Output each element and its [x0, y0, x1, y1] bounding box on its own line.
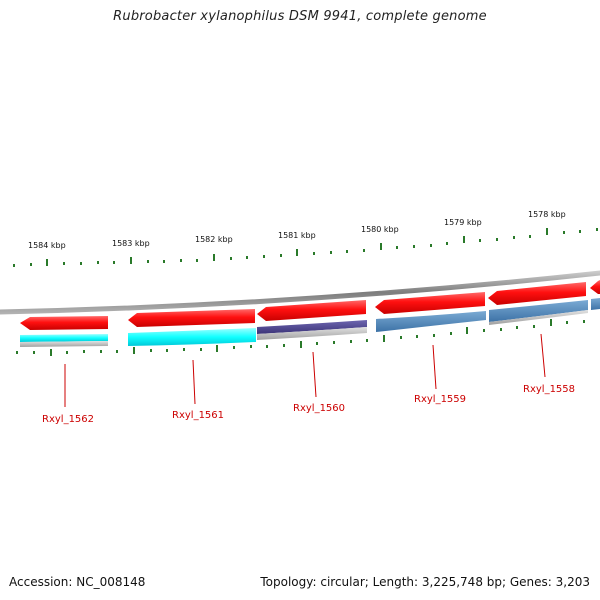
scale-labels: 1584 kbp 1583 kbp 1582 kbp 1581 kbp 1580…: [28, 210, 566, 250]
gene-label-rxyl-1561: Rxyl_1561: [172, 410, 224, 421]
gene-arrows: [20, 280, 600, 330]
gray-bar: [257, 327, 367, 340]
gene-label-rxyl-1559: Rxyl_1559: [414, 394, 466, 405]
purple-bar: [257, 320, 367, 334]
scale-label: 1578 kbp: [528, 210, 566, 219]
scale-label: 1583 kbp: [112, 239, 150, 248]
gene-label-rxyl-1560: Rxyl_1560: [293, 403, 345, 414]
gene-arrow-rxyl-1562: [20, 316, 108, 330]
cyan-bar: [128, 328, 256, 346]
steel-bar: [376, 311, 486, 332]
steel-bar: [591, 298, 600, 310]
gray-bar: [20, 341, 108, 347]
gene-arrow-rxyl-1561: [128, 309, 255, 327]
steel-bar: [489, 300, 588, 322]
scale-label: 1581 kbp: [278, 231, 316, 240]
gene-label-rxyl-1558: Rxyl_1558: [523, 384, 575, 395]
scale-label: 1580 kbp: [361, 225, 399, 234]
gene-leader-lines: [64, 333, 546, 407]
gray-bar: [489, 310, 588, 325]
genome-backbone: [0, 270, 600, 315]
gene-labels: Rxyl_1562 Rxyl_1561 Rxyl_1560 Rxyl_1559 …: [42, 384, 575, 425]
scale-label: 1584 kbp: [28, 241, 66, 250]
gene-arrow-partial: [590, 280, 600, 294]
gene-arrow-rxyl-1560: [257, 300, 366, 321]
gene-label-rxyl-1562: Rxyl_1562: [42, 414, 94, 425]
scale-label: 1579 kbp: [444, 218, 482, 227]
cyan-bar: [20, 334, 108, 342]
genome-summary-text: Topology: circular; Length: 3,225,748 bp…: [260, 575, 590, 589]
accession-text: Accession: NC_008148: [9, 575, 146, 589]
gene-arrow-rxyl-1558: [488, 282, 586, 305]
map-title: Rubrobacter xylanophilus DSM 9941, compl…: [113, 9, 487, 24]
inner-ticks: [16, 319, 585, 356]
gene-arrow-rxyl-1559: [375, 292, 485, 314]
outer-ticks: [13, 228, 598, 267]
scale-label: 1582 kbp: [195, 235, 233, 244]
feature-bars: [20, 298, 600, 347]
